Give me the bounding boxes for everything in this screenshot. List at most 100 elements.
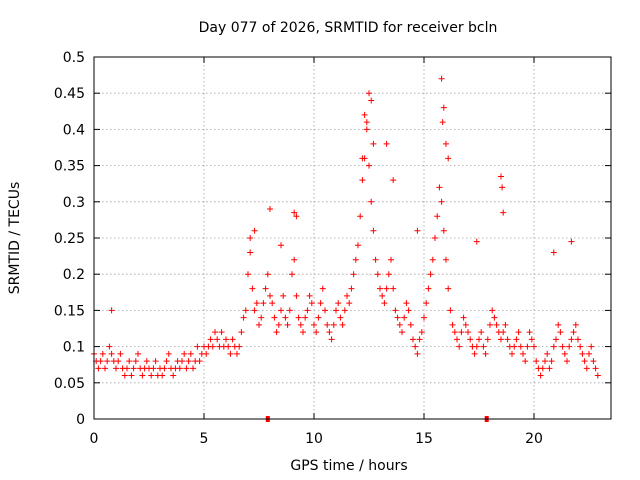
data-point [374,271,381,278]
data-point [443,140,449,147]
data-point [113,365,119,372]
data-point [352,256,359,263]
data-point [392,307,399,314]
data-point [357,213,364,220]
data-point [542,358,548,365]
data-point [251,227,258,234]
data-point [572,321,579,328]
data-point [95,365,102,372]
data-point [480,343,487,350]
data-point [227,350,234,357]
data-point [557,329,564,336]
data-point [350,271,357,278]
data-point [185,358,192,365]
data-point [223,336,229,343]
data-point [473,238,480,245]
data-point [260,300,267,307]
x-tick-labels: 0 5 10 15 20 [90,57,543,447]
y-tick-label: 0.35 [54,159,85,175]
data-point [458,329,465,336]
data-point [588,343,595,350]
data-point [278,242,284,249]
data-point [190,365,196,372]
data-point [203,350,210,357]
data-point [355,242,361,249]
data-point [416,336,423,343]
data-point [522,358,529,365]
data-point [449,321,456,328]
data-point [229,336,236,343]
data-point [476,336,482,343]
data-point [438,198,445,205]
data-point [372,256,379,263]
data-point [328,336,335,343]
data-point [104,358,111,365]
data-point [335,300,342,307]
data-point [524,343,531,350]
data-point [124,365,130,372]
y-tick-label: 0.5 [63,50,85,66]
data-point [333,307,339,314]
data-point [196,358,203,365]
data-point [491,314,498,321]
grid-lines [94,57,611,419]
y-tick-label: 0.4 [63,122,85,138]
data-point [550,343,557,350]
y-tick-label: 0.3 [63,195,85,211]
data-point [278,307,284,314]
data-point [295,314,302,321]
y-tick-label: 0.1 [63,340,85,356]
data-point [247,235,254,241]
data-point [575,336,581,343]
data-point [366,162,372,169]
data-point [247,249,254,256]
data-point [385,271,392,278]
data-point [194,343,201,350]
data-point [499,184,506,191]
x-tick-label: 10 [305,431,323,447]
data-point [559,343,566,350]
data-point [128,372,135,379]
data-point [302,314,309,321]
data-point [396,321,403,328]
data-point [454,336,460,343]
data-point [390,285,397,292]
data-point [478,329,485,336]
data-point [586,350,592,357]
data-point [108,350,115,357]
data-point [520,350,526,357]
data-point [108,307,115,314]
data-point [363,119,370,126]
data-point [291,256,298,263]
data-point [436,184,443,191]
data-point [324,321,331,328]
data-point [581,358,588,365]
data-point [568,238,575,245]
data-point [337,314,344,321]
data-point [207,336,214,343]
y-tick-label: 0.2 [63,267,85,283]
data-point [183,365,190,372]
data-point [570,329,577,336]
data-point [564,358,570,365]
data-point [414,227,421,234]
data-point [214,336,221,343]
data-point [537,372,544,379]
x-tick-label: 15 [415,431,433,447]
data-point [143,358,150,365]
data-point [366,90,372,97]
data-point [368,198,375,205]
data-point [97,358,104,365]
data-point [427,271,434,278]
data-point [152,358,159,365]
data-point [348,285,355,292]
data-point [539,365,546,372]
data-point [346,300,353,307]
data-point [311,321,317,328]
data-point [258,314,265,321]
data-point [447,307,454,314]
data-point [379,292,386,299]
data-point [150,365,157,372]
data-point [390,177,397,184]
data-point [176,365,183,372]
